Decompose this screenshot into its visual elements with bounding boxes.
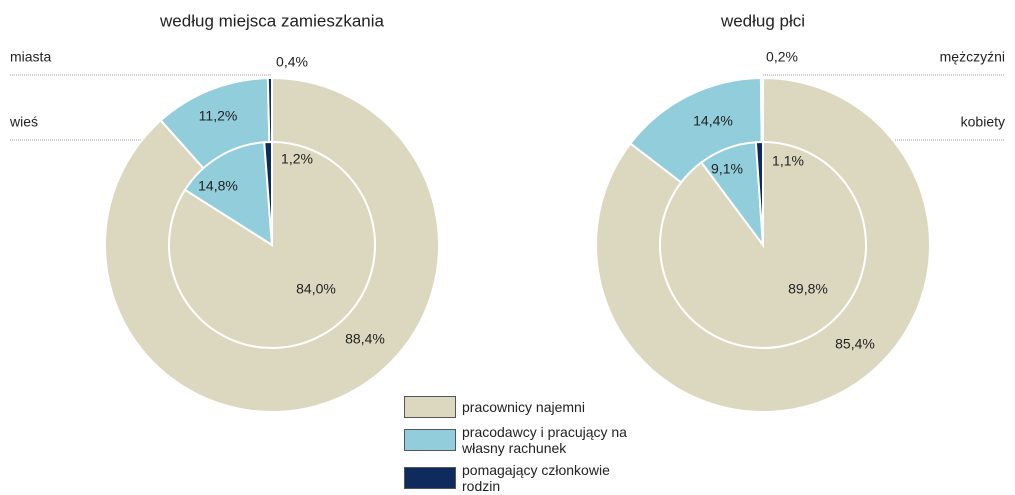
value-label: 85,4% xyxy=(835,336,875,352)
panel-title: według płci xyxy=(720,11,805,30)
series-label: miasta xyxy=(10,49,51,65)
pie-slice xyxy=(168,140,376,349)
value-label: 11,2% xyxy=(199,108,238,124)
legend: pracownicy najemni pracodawcy i pracujący… xyxy=(404,396,632,495)
panel-title: według miejsca zamieszkania xyxy=(159,11,384,30)
value-label: 0,4% xyxy=(276,54,308,70)
series-label: wieś xyxy=(9,114,38,130)
series-label: mężczyźni xyxy=(940,49,1005,65)
legend-label: pomagający członkowie rodzin xyxy=(462,462,610,494)
legend-label: pracownicy najemni xyxy=(462,399,585,415)
pie-slice xyxy=(759,76,764,246)
series-label: kobiety xyxy=(961,114,1005,130)
pie-slice xyxy=(263,140,273,246)
pie-slice xyxy=(754,140,764,246)
legend-item: pomagający członkowie rodzin xyxy=(404,462,632,494)
value-label: 14,8% xyxy=(198,178,238,194)
legend-swatch xyxy=(404,429,456,451)
legend-item: pracownicy najemni xyxy=(404,396,632,418)
value-label: 88,4% xyxy=(345,331,385,347)
legend-item: pracodawcy i pracujący na własny rachune… xyxy=(404,424,632,456)
value-label: 1,2% xyxy=(281,151,313,167)
value-label: 14,4% xyxy=(693,113,733,129)
value-label: 9,1% xyxy=(711,161,743,177)
legend-swatch xyxy=(404,396,456,418)
value-label: 1,1% xyxy=(772,153,804,169)
value-label: 89,8% xyxy=(788,281,828,297)
legend-swatch xyxy=(404,467,456,489)
value-label: 0,2% xyxy=(766,49,798,65)
value-label: 84,0% xyxy=(296,281,336,297)
pie-slice xyxy=(183,141,274,247)
legend-label: pracodawcy i pracujący na własny rachune… xyxy=(462,424,627,456)
